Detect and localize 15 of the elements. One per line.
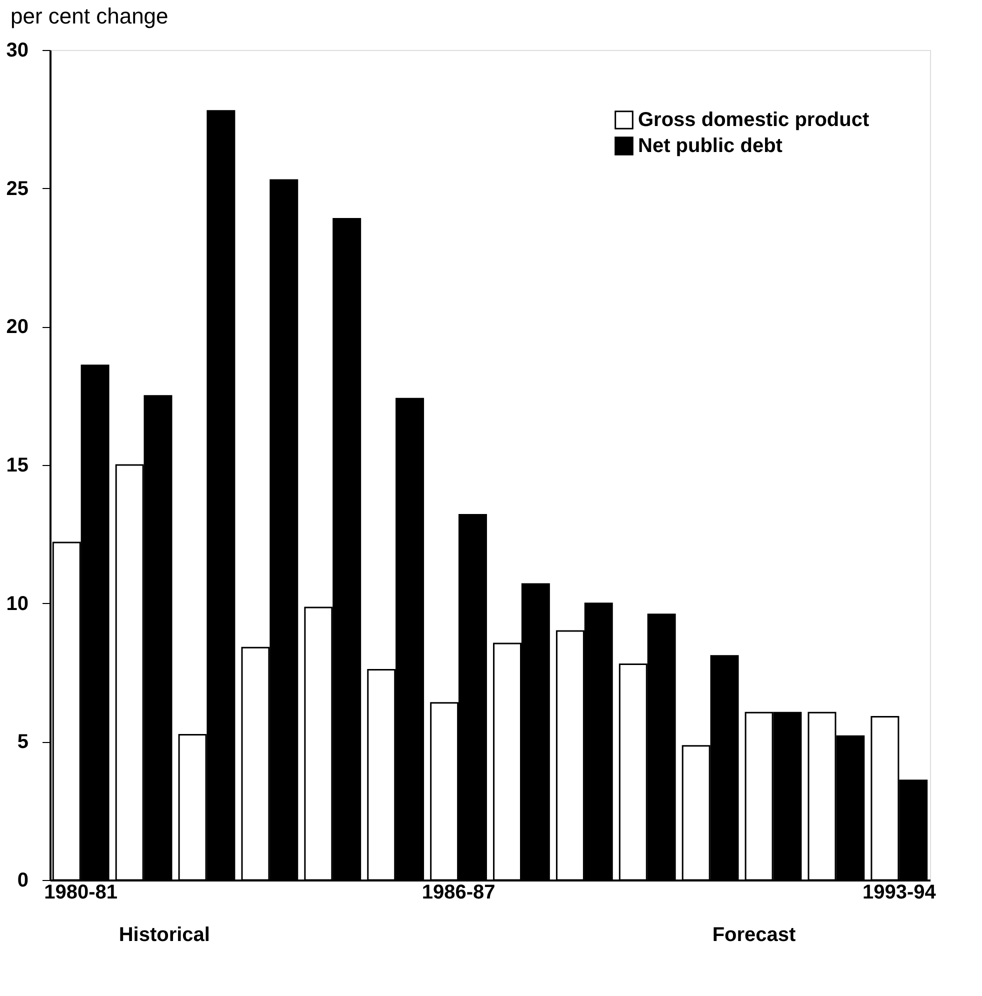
y-tick-label: 5 — [17, 731, 28, 754]
y-tick-label: 20 — [6, 316, 28, 338]
y-axis-title: per cent change — [10, 4, 168, 28]
y-tick-label: 30 — [6, 40, 28, 62]
x-tick-label: 1993-94 — [862, 882, 937, 904]
text: Historical — [118, 924, 210, 946]
y-tick-label: 10 — [6, 592, 28, 615]
x-tick-label: 1980-81 — [44, 882, 118, 904]
legend-label: Net public debt — [638, 135, 783, 157]
x-tick-label: 1986-87 — [422, 882, 496, 904]
y-tick-label: 25 — [6, 178, 28, 200]
legend-label: Gross domestic product — [638, 109, 870, 131]
y-tick-label: 0 — [17, 870, 28, 892]
text: Forecast — [712, 924, 796, 946]
y-tick-label: 15 — [6, 454, 28, 476]
